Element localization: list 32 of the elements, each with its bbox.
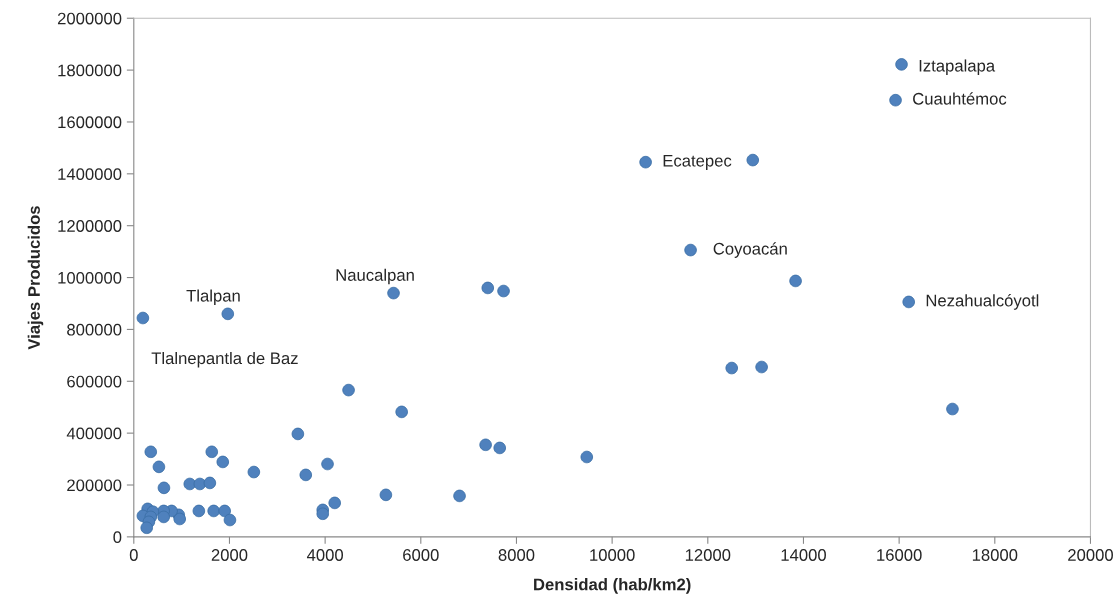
annotation: Naucalpan	[336, 268, 414, 285]
x-tick-label: 12000	[685, 549, 731, 561]
y-tick-label: 200000	[67, 479, 122, 492]
x-axis-title: Densidad (hab/km2)	[534, 578, 691, 594]
y-axis-title: Viajes Producidos	[27, 206, 44, 350]
x-tick-label: 2000	[211, 549, 248, 561]
y-tick-label: 0	[113, 531, 122, 544]
x-tick-label: 8000	[498, 549, 535, 561]
x-tick-label: 4000	[306, 549, 344, 561]
y-tick-label: 400000	[66, 427, 122, 440]
annotation: Iztapalapa	[919, 59, 996, 75]
annotation: Tlalnepantla de Baz	[151, 351, 298, 368]
annotation: Nezahualcóyotl	[926, 294, 1039, 310]
y-tick-label: 1600000	[58, 116, 122, 129]
x-tick-label: 16000	[877, 549, 922, 561]
x-tick-label: 0	[129, 549, 138, 561]
x-tick-label: 6000	[403, 549, 439, 561]
annotation: Coyoacán	[713, 242, 787, 258]
y-tick-label: 1000000	[58, 271, 122, 284]
x-tick-label: 14000	[781, 549, 826, 561]
annotation: Ecatepec	[663, 155, 732, 170]
y-tick-label: 2000000	[57, 12, 122, 25]
x-tick-label: 20000	[1068, 549, 1113, 561]
y-tick-label: 600000	[67, 375, 122, 388]
y-tick-label: 800000	[67, 323, 122, 336]
y-tick-label: 1400000	[58, 168, 122, 181]
annotation: Cuauhtémoc	[913, 92, 1007, 105]
annotation: Tlalpan	[186, 289, 240, 305]
y-tick-label: 1800000	[58, 64, 122, 77]
y-tick-label: 1200000	[58, 220, 122, 232]
x-tick-label: 10000	[590, 549, 635, 561]
x-tick-label: 18000	[972, 549, 1018, 561]
